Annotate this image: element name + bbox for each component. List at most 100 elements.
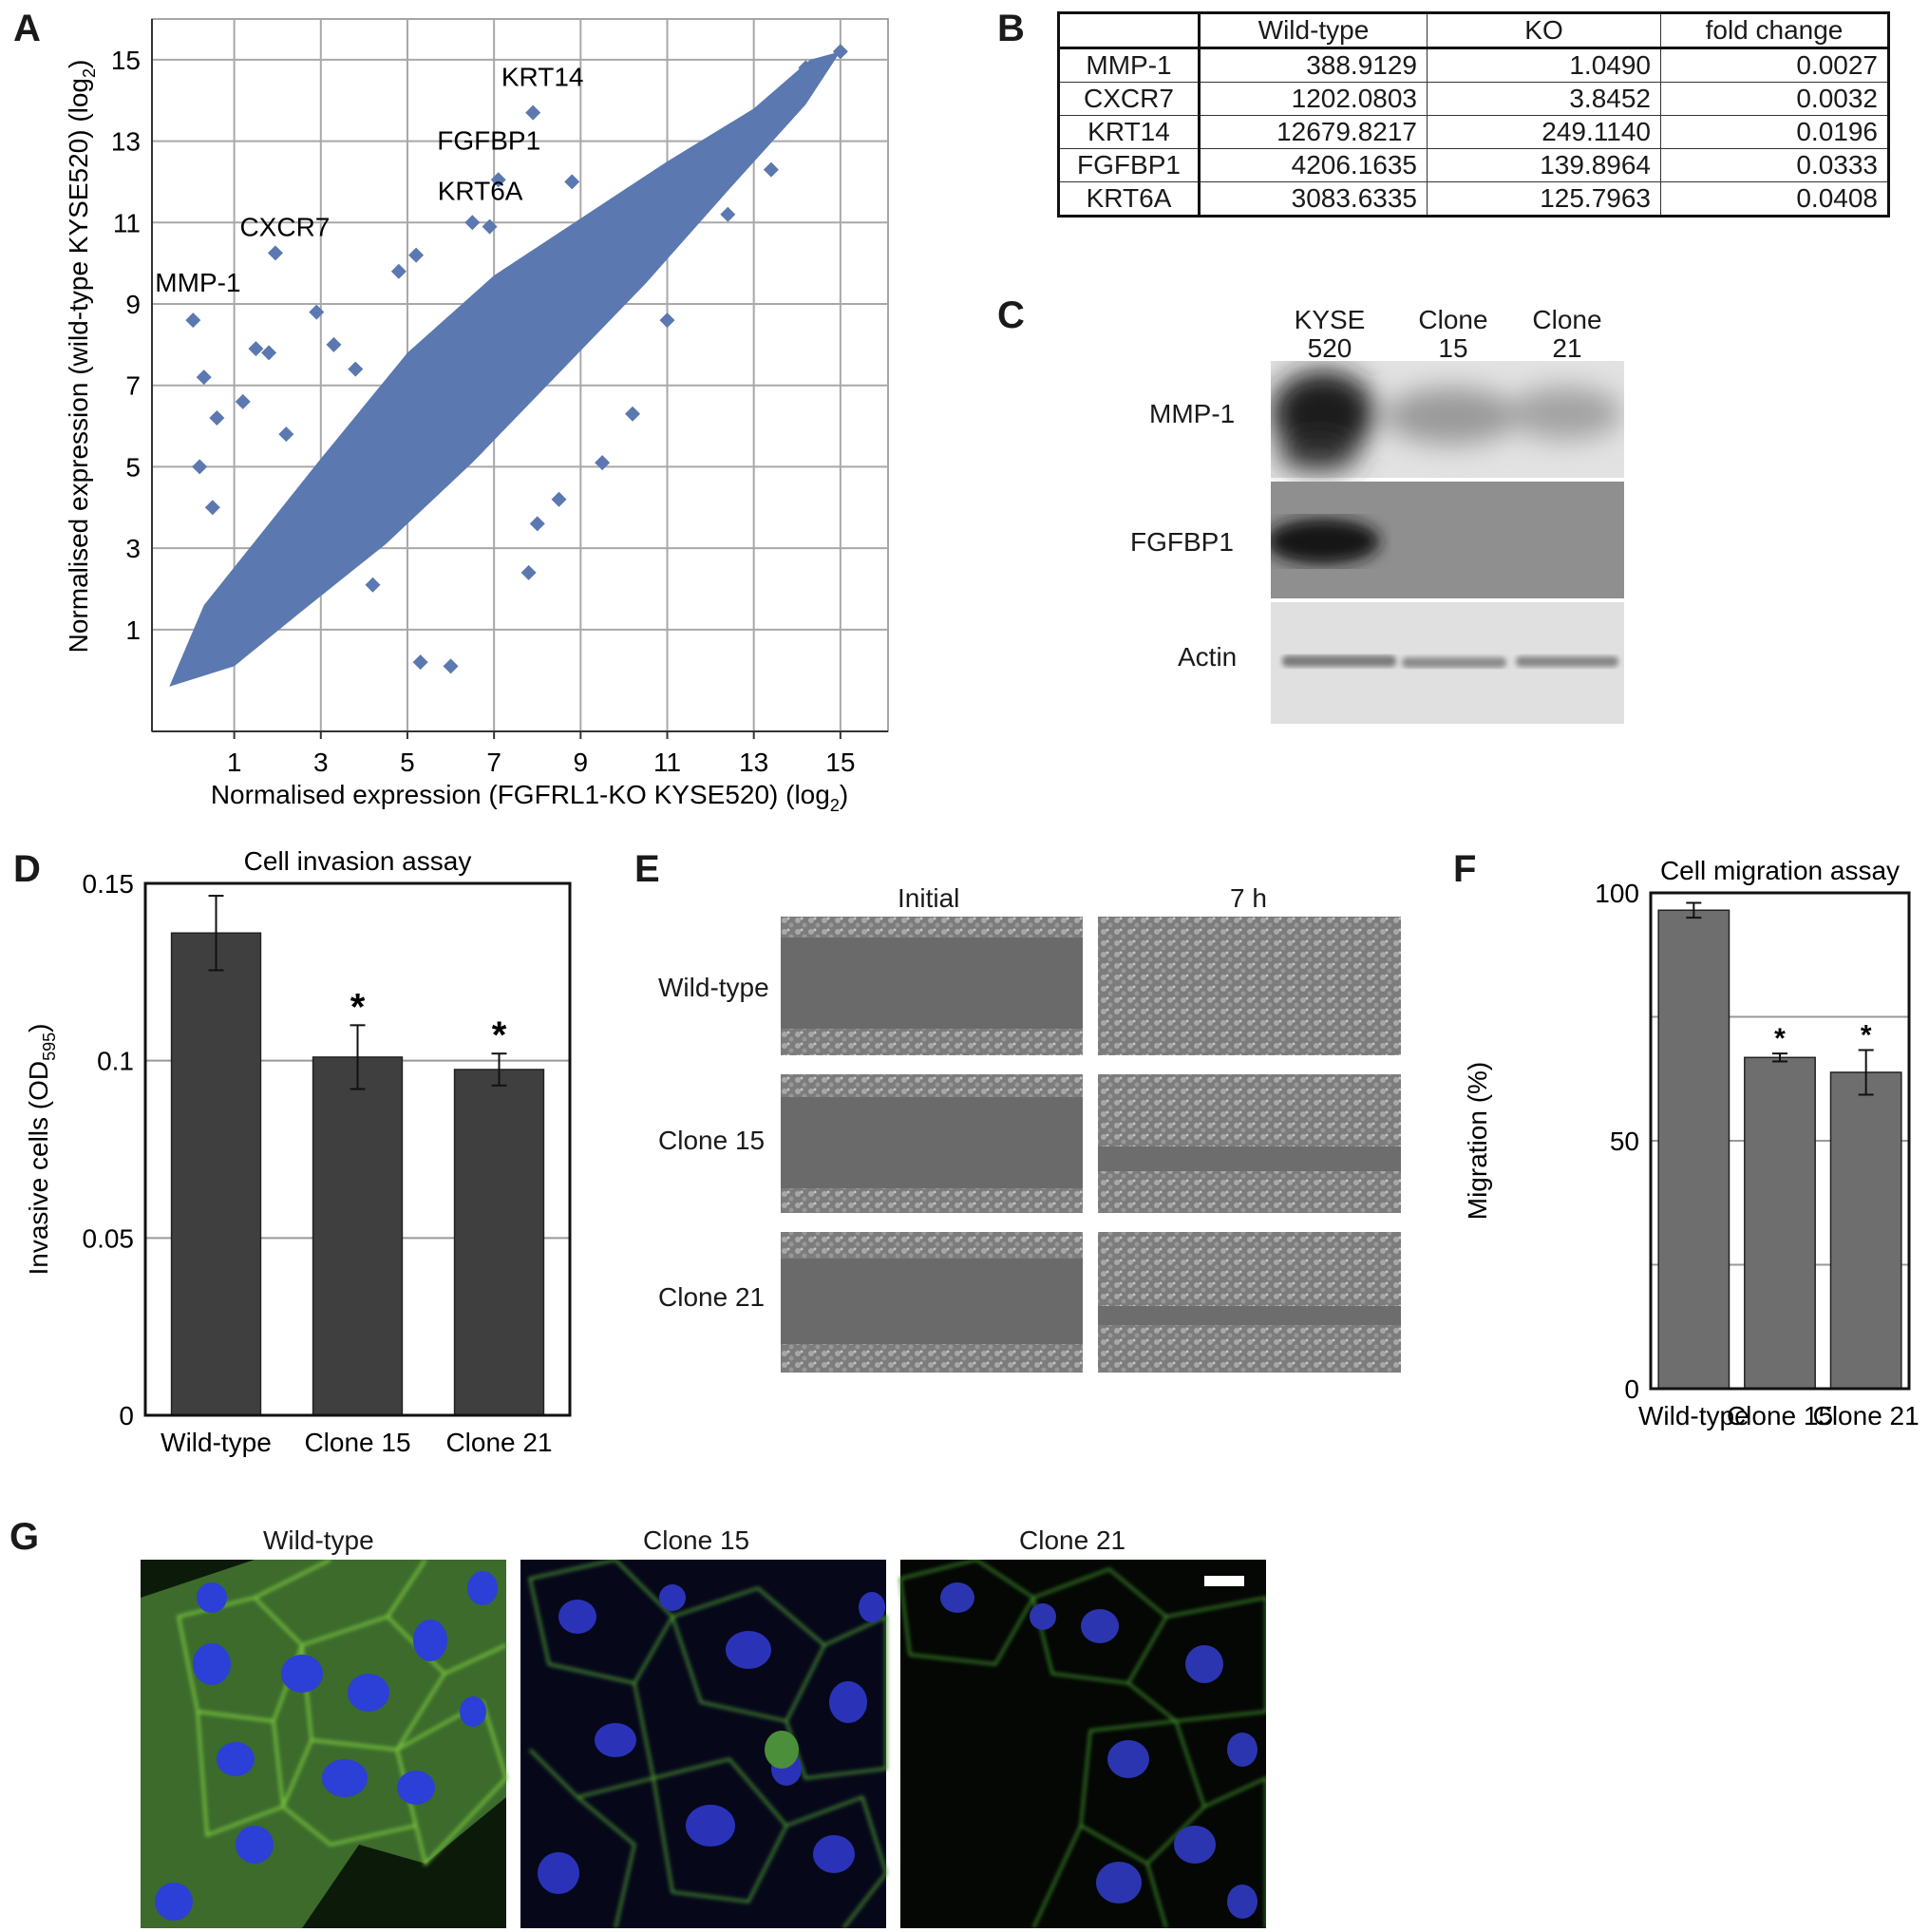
western-blot-image: [1271, 361, 1624, 724]
blot-lane-line: 520: [1307, 333, 1352, 363]
point-label: MMP-1: [155, 268, 240, 297]
scatter-point: [278, 426, 294, 443]
x-axis-label-close: ): [840, 780, 848, 809]
x-tick-label: 5: [400, 748, 415, 777]
y-tick-label: 5: [125, 452, 141, 482]
blot-lane-line: 21: [1552, 333, 1582, 363]
scratch-column-initial: Initial: [898, 883, 960, 913]
table-cell-wildtype: 388.9129: [1199, 47, 1428, 83]
table-row: FGFBP1 4206.1635 139.8964 0.0333: [1058, 148, 1889, 182]
if-title-wildtype: Wild-type: [263, 1525, 374, 1555]
category-label: Wild-type: [1638, 1401, 1749, 1430]
y-tick-label: 3: [125, 534, 141, 563]
table-cell-fold: 0.0408: [1660, 181, 1889, 217]
scratch-row-clone21: Clone 21: [658, 1282, 766, 1312]
blot-row-fgfbp1: FGFBP1: [1130, 527, 1234, 557]
scatter-point: [408, 247, 425, 263]
y-tick-label: 9: [125, 290, 141, 319]
bar: [453, 1069, 545, 1416]
table-header-row: Wild-type KO fold change: [1058, 12, 1889, 49]
table-cell-wildtype: 1202.0803: [1199, 82, 1428, 116]
y-tick-label: 100: [1595, 879, 1639, 908]
table-cell-wildtype: 3083.6335: [1199, 181, 1428, 217]
if-title-clone15: Clone 15: [643, 1525, 750, 1555]
y-tick-label: 0.15: [83, 869, 135, 899]
x-tick-label: 3: [313, 748, 329, 777]
scatter-point: [196, 369, 212, 386]
y-tick-label: 0: [119, 1401, 134, 1430]
y-tick-label: 1: [125, 616, 141, 645]
fold-change-table: Wild-type KO fold change MMP-1 388.9129 …: [1057, 11, 1890, 218]
scatter-plot-a: 1 3 5 7 9 11 13 1513579111315MMP-1CXCR7KRT6AFGF…: [64, 18, 889, 815]
blot-lane-line: Clone: [1418, 305, 1488, 334]
x-tick-label: 1: [227, 748, 242, 777]
chart-title: Cell migration assay: [1660, 856, 1900, 885]
table-cell-fold: 0.0032: [1660, 82, 1889, 116]
scatter-point: [192, 459, 208, 475]
scatter-point: [204, 500, 220, 516]
table-cell-gene: FGFBP1: [1058, 148, 1201, 182]
scatter-point: [443, 658, 459, 674]
table-cell-gene: MMP-1: [1058, 47, 1201, 83]
scatter-point: [309, 304, 325, 320]
x-tick-label: 9: [574, 748, 589, 777]
category-label: Clone 15: [1727, 1401, 1833, 1430]
blot-lane-line: KYSE: [1294, 305, 1366, 334]
table-cell-gene: CXCR7: [1058, 82, 1201, 116]
labeled-point: [490, 172, 506, 188]
labeled-point: [482, 218, 498, 235]
y-axis-label: Normalised expression (wild-type KYSE520…: [64, 60, 99, 653]
table-row: CXCR7 1202.0803 3.8452 0.0032: [1058, 82, 1889, 116]
y-axis-label: Invasive cells (OD595): [24, 1024, 59, 1276]
chart-title: Cell invasion assay: [244, 846, 472, 876]
scratch-row-clone15: Clone 15: [658, 1126, 766, 1155]
y-axis-label-close: ): [24, 1024, 53, 1032]
significance-star: *: [350, 986, 366, 1028]
table-header-blank: [1058, 12, 1201, 49]
scratch-row-wildtype: Wild-type: [658, 973, 769, 1002]
table-cell-fold: 0.0196: [1660, 115, 1889, 149]
panel-letter-a: A: [13, 8, 41, 49]
scatter-point: [464, 215, 481, 231]
panel-letter-d: D: [13, 848, 41, 890]
category-label: Clone 15: [304, 1428, 410, 1457]
table-cell-wildtype: 4206.1635: [1199, 148, 1428, 182]
scatter-point: [564, 174, 580, 190]
scratch-column-7h: 7 h: [1230, 883, 1267, 913]
significance-star: *: [492, 1014, 507, 1056]
scatter-point: [551, 491, 567, 507]
blot-row-mmp1: MMP-1: [1149, 399, 1236, 428]
y-tick-label: 15: [111, 46, 141, 75]
scatter-density-cloud: [169, 51, 841, 687]
y-axis-label: Migration (%): [1463, 1062, 1492, 1220]
x-tick-label: 13: [739, 748, 768, 777]
labeled-point: [267, 245, 283, 261]
point-label: KRT14: [501, 63, 584, 92]
scatter-point: [798, 60, 814, 76]
panel-letter-g: G: [9, 1516, 40, 1558]
panel-letter-c: C: [997, 294, 1025, 336]
labeled-point: [185, 313, 201, 329]
x-tick-label: 7: [486, 748, 501, 777]
scatter-point: [261, 345, 277, 361]
table-cell-fold: 0.0333: [1660, 148, 1889, 182]
scatter-point: [412, 654, 428, 671]
scatter-point: [595, 455, 611, 471]
significance-star: *: [1861, 1019, 1872, 1051]
scatter-point: [312, 548, 329, 564]
scatter-point: [248, 341, 264, 357]
blot-lane-line: 15: [1438, 333, 1468, 363]
bar: [170, 932, 262, 1416]
table-header-wildtype: Wild-type: [1199, 12, 1428, 49]
y-tick-label: 0.05: [83, 1223, 135, 1253]
blot-row-actin: Actin: [1178, 642, 1238, 672]
migration-bar-chart: Wild-type * Clone 15 * Clone 21 0 50 100 Cell mi…: [1463, 856, 1920, 1430]
scatter-point: [720, 206, 736, 222]
table-cell-wildtype: 12679.8217: [1199, 115, 1428, 149]
if-title-clone21: Clone 21: [1019, 1525, 1126, 1555]
panel-letter-b: B: [997, 8, 1025, 49]
bar: [1744, 1056, 1816, 1390]
table-header-fold-change: fold change: [1660, 12, 1889, 49]
category-label: Wild-type: [161, 1428, 272, 1457]
scatter-point: [326, 336, 342, 352]
